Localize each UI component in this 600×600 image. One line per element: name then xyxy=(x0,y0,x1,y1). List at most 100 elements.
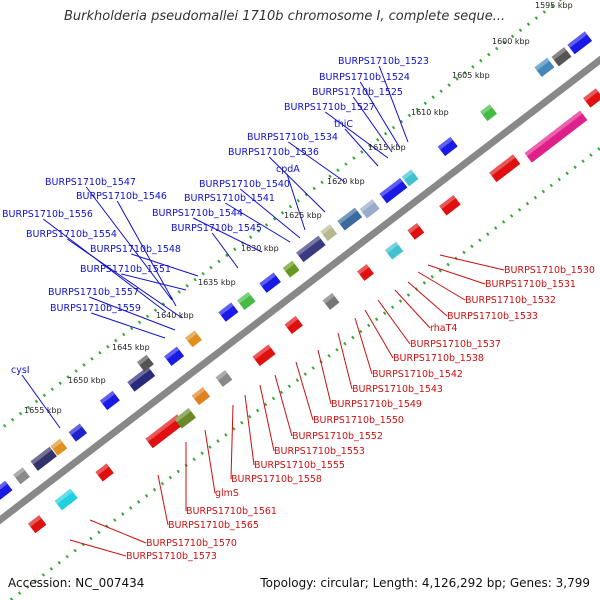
gene-reverse[interactable] xyxy=(384,241,404,260)
gene-forward[interactable] xyxy=(50,438,68,456)
forward-leader-line xyxy=(131,253,199,277)
gene-forward[interactable] xyxy=(259,272,281,293)
gene-reverse[interactable] xyxy=(174,408,196,429)
gene-reverse[interactable] xyxy=(322,293,340,310)
forward-gene-label[interactable]: BURPS1710b_1525 xyxy=(312,87,403,98)
forward-gene-label[interactable]: BURPS1710b_1551 xyxy=(80,264,171,275)
gene-reverse[interactable] xyxy=(489,154,521,183)
forward-gene-label[interactable]: BURPS1710b_1523 xyxy=(338,56,429,67)
reverse-gene-label[interactable]: BURPS1710b_1537 xyxy=(410,339,501,350)
forward-gene-label[interactable]: BURPS1710b_1547 xyxy=(45,177,136,188)
reverse-gene-label[interactable]: BURPS1710b_1565 xyxy=(168,520,259,531)
gene-forward[interactable] xyxy=(127,366,156,392)
forward-leader-line xyxy=(85,186,173,301)
forward-gene-label[interactable]: BURPS1710b_1548 xyxy=(90,244,181,255)
reverse-leader-line xyxy=(89,519,147,544)
gene-reverse[interactable] xyxy=(439,194,461,216)
gene-forward[interactable] xyxy=(567,31,593,55)
reverse-gene-label[interactable]: BURPS1710b_1573 xyxy=(126,551,217,562)
gene-forward[interactable] xyxy=(30,446,57,471)
forward-gene-label[interactable]: BURPS1710b_1541 xyxy=(184,193,275,204)
gene-forward[interactable] xyxy=(237,291,256,310)
forward-gene-label[interactable]: BURPS1710b_1554 xyxy=(26,229,117,240)
gene-forward[interactable] xyxy=(437,136,458,157)
reverse-gene-label[interactable]: BURPS1710b_1533 xyxy=(447,311,538,322)
reverse-leader-line xyxy=(407,281,448,317)
gene-reverse[interactable] xyxy=(145,414,185,449)
gene-forward[interactable] xyxy=(401,169,419,187)
gene-forward[interactable] xyxy=(164,346,185,366)
gene-forward[interactable] xyxy=(337,207,363,231)
reverse-leader-line xyxy=(317,349,332,405)
reverse-leader-line xyxy=(274,374,293,437)
gene-reverse[interactable] xyxy=(95,463,114,482)
kbp-tick-label: 1635 kbp xyxy=(198,278,236,287)
gene-reverse[interactable] xyxy=(583,88,600,108)
gene-reverse[interactable] xyxy=(284,315,303,335)
gene-reverse[interactable] xyxy=(252,344,276,367)
kbp-tick-label: 1615 kbp xyxy=(368,143,406,152)
forward-gene-label[interactable]: BURPS1710b_1556 xyxy=(2,209,93,220)
reverse-gene-label[interactable]: glmS xyxy=(215,488,239,499)
reverse-gene-label[interactable]: BURPS1710b_1531 xyxy=(485,279,576,290)
forward-gene-label[interactable]: BURPS1710b_1527 xyxy=(284,102,375,113)
gene-forward[interactable] xyxy=(99,390,120,411)
forward-gene-label[interactable]: BURPS1710b_1557 xyxy=(48,287,139,298)
gene-reverse[interactable] xyxy=(28,515,47,534)
reverse-gene-label[interactable]: BURPS1710b_1550 xyxy=(313,415,404,426)
reverse-leader-line xyxy=(439,254,505,271)
kbp-tick-label: 1645 kbp xyxy=(112,343,150,352)
gene-forward[interactable] xyxy=(359,199,380,219)
reverse-leader-line xyxy=(157,474,169,526)
gene-forward[interactable] xyxy=(185,330,202,348)
forward-gene-label[interactable]: BURPS1710b_1544 xyxy=(152,208,243,219)
reverse-leader-line xyxy=(427,264,486,285)
reverse-gene-label[interactable]: BURPS1710b_1543 xyxy=(352,384,443,395)
gene-forward[interactable] xyxy=(218,302,239,322)
reverse-gene-label[interactable]: BURPS1710b_1558 xyxy=(231,474,322,485)
reverse-gene-label[interactable]: BURPS1710b_1530 xyxy=(504,265,595,276)
reverse-gene-label[interactable]: BURPS1710b_1542 xyxy=(372,369,463,380)
reverse-gene-label[interactable]: rhaT4 xyxy=(430,323,457,334)
gene-forward[interactable] xyxy=(68,423,88,442)
forward-leader-line xyxy=(239,188,301,239)
reverse-leader-line xyxy=(417,271,466,301)
reverse-gene-label[interactable]: BURPS1710b_1552 xyxy=(292,431,383,442)
reverse-gene-label[interactable]: BURPS1710b_1553 xyxy=(274,446,365,457)
gene-forward[interactable] xyxy=(534,57,555,77)
reverse-gene-label[interactable]: BURPS1710b_1570 xyxy=(146,538,237,549)
gene-forward[interactable] xyxy=(0,480,13,502)
reverse-leader-line xyxy=(377,299,411,345)
forward-gene-label[interactable]: cysI xyxy=(11,365,30,376)
reverse-gene-label[interactable]: BURPS1710b_1532 xyxy=(465,295,556,306)
reverse-gene-label[interactable]: BURPS1710b_1555 xyxy=(254,460,345,471)
gene-forward[interactable] xyxy=(137,354,154,372)
forward-gene-label[interactable]: BURPS1710b_1540 xyxy=(199,179,290,190)
gene-forward[interactable] xyxy=(480,104,497,122)
gene-forward[interactable] xyxy=(296,235,326,263)
forward-gene-label[interactable]: BURPS1710b_1545 xyxy=(171,223,262,234)
gene-reverse[interactable] xyxy=(215,370,233,387)
forward-gene-label[interactable]: BURPS1710b_1546 xyxy=(76,191,167,202)
gene-forward[interactable] xyxy=(379,177,408,204)
forward-leader-line xyxy=(42,218,167,313)
gene-reverse[interactable] xyxy=(54,488,78,511)
forward-gene-label[interactable]: BURPS1710b_1534 xyxy=(247,132,338,143)
reverse-gene-label[interactable]: BURPS1710b_1549 xyxy=(331,399,422,410)
gene-reverse[interactable] xyxy=(524,110,588,163)
reverse-gene-label[interactable]: BURPS1710b_1561 xyxy=(186,506,277,517)
gene-reverse[interactable] xyxy=(407,222,425,240)
forward-gene-label[interactable]: BURPS1710b_1524 xyxy=(319,72,410,83)
forward-gene-label[interactable]: cpdA xyxy=(276,164,300,175)
gene-forward[interactable] xyxy=(551,47,572,67)
gene-forward[interactable] xyxy=(282,260,300,278)
gene-reverse[interactable] xyxy=(357,264,374,281)
reverse-gene-label[interactable]: BURPS1710b_1538 xyxy=(393,353,484,364)
forward-gene-label[interactable]: thiC xyxy=(334,119,353,130)
gene-reverse[interactable] xyxy=(191,387,211,406)
forward-gene-label[interactable]: BURPS1710b_1559 xyxy=(50,303,141,314)
gene-forward[interactable] xyxy=(13,467,30,485)
kbp-tick-label: 1620 kbp xyxy=(327,177,365,186)
forward-gene-label[interactable]: BURPS1710b_1536 xyxy=(228,147,319,158)
gene-forward[interactable] xyxy=(320,224,338,242)
